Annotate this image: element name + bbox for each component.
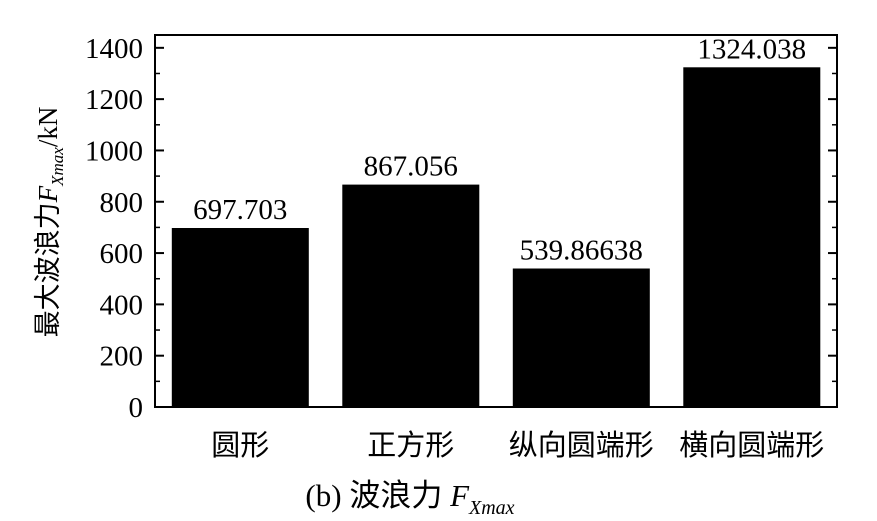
x-tick-label-1: 正方形 bbox=[367, 429, 454, 462]
y-tick-label-7: 1400 bbox=[85, 33, 143, 65]
y-tick-label-0: 0 bbox=[129, 392, 144, 424]
bars-group bbox=[171, 67, 821, 408]
bar-1 bbox=[342, 184, 480, 407]
y-tick-label-6: 1200 bbox=[85, 84, 143, 116]
y-tick-label-1: 200 bbox=[100, 341, 144, 373]
value-label-0: 697.703 bbox=[193, 194, 287, 226]
axes-group bbox=[154, 34, 838, 408]
value-label-1: 867.056 bbox=[364, 151, 458, 183]
y-tick-label-4: 800 bbox=[100, 187, 144, 219]
x-tick-label-3: 横向圆端形 bbox=[679, 429, 824, 462]
y-tick-label-5: 1000 bbox=[85, 135, 143, 167]
chart-caption: (b) 波浪力 FXmax bbox=[305, 478, 514, 519]
x-tick-label-0: 圆形 bbox=[211, 430, 269, 462]
bar-3 bbox=[683, 67, 821, 408]
value-label-3: 1324.038 bbox=[697, 33, 806, 65]
y-tick-labels-group: 0 200 400 600 800 1000 1200 1400 bbox=[85, 33, 143, 424]
plot-frame bbox=[154, 34, 838, 408]
bar-0 bbox=[171, 228, 309, 407]
value-label-2: 539.86638 bbox=[520, 235, 643, 267]
y-axis-label: 最大波浪力FXmax/kN bbox=[33, 107, 67, 338]
value-labels-group: 697.703 867.056 539.86638 1324.038 bbox=[193, 33, 806, 266]
x-tick-label-2: 纵向圆端形 bbox=[509, 429, 654, 462]
y-tick-label-2: 400 bbox=[100, 289, 144, 321]
y-tick-label-3: 600 bbox=[100, 238, 144, 270]
x-tick-labels-group: 圆形 正方形 纵向圆端形 横向圆端形 bbox=[211, 429, 824, 462]
bar-2 bbox=[512, 268, 650, 407]
